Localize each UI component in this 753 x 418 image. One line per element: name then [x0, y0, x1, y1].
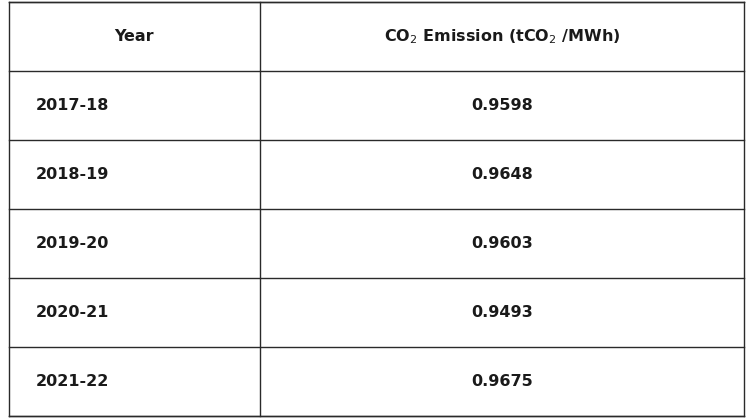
Text: 0.9648: 0.9648 — [471, 167, 533, 182]
Text: 0.9493: 0.9493 — [471, 305, 533, 320]
Text: 2019-20: 2019-20 — [35, 236, 108, 251]
Text: CO$_2$ Emission (tCO$_2$ /MWh): CO$_2$ Emission (tCO$_2$ /MWh) — [383, 27, 620, 46]
Text: 2018-19: 2018-19 — [35, 167, 108, 182]
Text: 2021-22: 2021-22 — [35, 374, 108, 389]
Text: 0.9598: 0.9598 — [471, 98, 533, 113]
Text: Year: Year — [114, 29, 154, 44]
Text: 0.9675: 0.9675 — [471, 374, 533, 389]
Text: 0.9603: 0.9603 — [471, 236, 533, 251]
Text: 2017-18: 2017-18 — [35, 98, 108, 113]
Text: 2020-21: 2020-21 — [35, 305, 108, 320]
